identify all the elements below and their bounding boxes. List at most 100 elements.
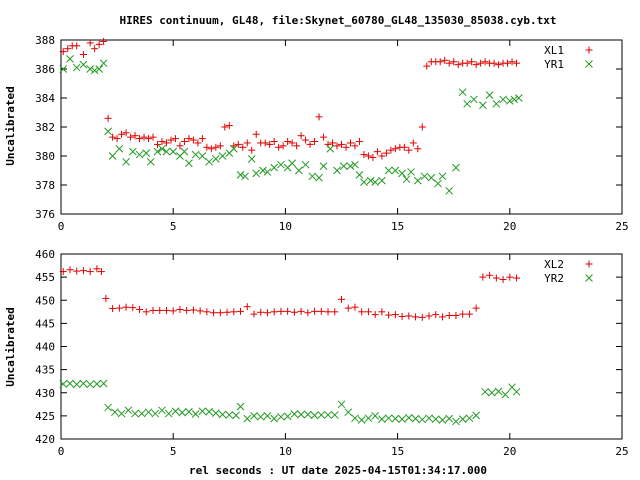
data-point-yr2	[317, 411, 326, 419]
data-point-xl1	[248, 146, 256, 154]
data-point-xl1	[234, 140, 242, 148]
data-point-xl1	[158, 138, 166, 145]
series-xl2	[59, 265, 521, 321]
data-point-xl2	[398, 312, 406, 320]
data-point-yr1	[492, 99, 501, 108]
data-point-xl2	[203, 308, 211, 316]
y-tick-label: 420	[35, 433, 55, 446]
data-point-yr2	[256, 412, 265, 421]
data-point-yr2	[344, 408, 353, 417]
data-point-xl2	[86, 268, 94, 276]
data-point-xl1	[504, 59, 512, 67]
data-point-xl1	[364, 152, 372, 160]
data-point-yr2	[458, 415, 467, 423]
data-point-yr1	[308, 172, 317, 181]
data-point-xl1	[73, 42, 81, 50]
data-point-xl2	[351, 303, 359, 311]
data-point-xl2	[243, 303, 251, 311]
data-point-xl2	[304, 309, 312, 317]
data-point-yr2	[99, 379, 108, 388]
y-tick-label: 384	[35, 92, 55, 105]
data-point-yr2	[337, 400, 346, 409]
data-point-yr2	[357, 416, 366, 424]
data-point-xl2	[210, 309, 218, 317]
data-point-yr1	[270, 163, 279, 172]
data-point-yr2	[425, 414, 433, 423]
data-point-yr2	[445, 414, 454, 423]
data-point-xl1	[382, 149, 390, 157]
data-point-yr1	[355, 170, 364, 179]
data-point-yr1	[427, 173, 436, 182]
data-point-xl2	[459, 310, 467, 318]
data-point-xl1	[508, 58, 516, 66]
x-tick-label: 15	[391, 220, 404, 233]
y-tick-label: 378	[35, 179, 55, 192]
data-point-yr1	[191, 150, 200, 159]
data-point-yr2	[72, 380, 81, 389]
data-point-xl2	[93, 265, 101, 273]
data-point-yr2	[263, 412, 272, 420]
data-point-yr2	[310, 411, 319, 420]
data-point-xl2	[142, 308, 150, 316]
data-point-xl1	[513, 59, 521, 67]
data-point-xl1	[342, 143, 350, 151]
data-point-xl1	[463, 59, 471, 67]
data-point-xl1	[221, 123, 229, 131]
data-point-yr2	[218, 410, 227, 419]
data-point-xl2	[115, 304, 123, 312]
data-point-yr2	[398, 415, 406, 423]
data-point-xl2	[102, 294, 110, 302]
data-point-yr2	[131, 409, 139, 418]
data-point-xl1	[113, 135, 121, 143]
data-point-yr1	[333, 166, 341, 175]
data-point-yr1	[104, 127, 112, 136]
data-point-yr1	[288, 159, 296, 168]
data-point-yr1	[99, 59, 108, 68]
data-point-xl2	[311, 307, 319, 315]
data-point-xl2	[290, 308, 298, 316]
data-point-yr2	[452, 417, 460, 426]
legend-label-yr2: YR2	[544, 272, 564, 285]
data-point-xl2	[230, 308, 238, 316]
data-point-xl2	[79, 267, 87, 275]
data-point-yr2	[211, 409, 220, 417]
data-point-yr1	[346, 162, 355, 171]
data-point-xl2	[513, 274, 521, 282]
data-point-yr1	[485, 91, 494, 99]
series-xl1	[59, 37, 521, 161]
data-point-yr2	[198, 407, 207, 416]
data-point-xl1	[79, 51, 87, 58]
data-point-xl1	[329, 139, 337, 147]
data-point-yr2	[158, 406, 166, 415]
data-point-xl1	[136, 135, 144, 143]
data-point-yr1	[360, 178, 368, 186]
data-point-yr1	[463, 99, 472, 108]
data-point-yr1	[180, 147, 189, 156]
data-point-xl1	[104, 114, 112, 122]
data-point-yr1	[122, 157, 130, 166]
data-point-yr2	[277, 412, 285, 421]
data-point-yr1	[326, 144, 335, 153]
data-point-xl2	[257, 308, 265, 316]
data-point-yr2	[465, 414, 474, 423]
data-point-yr1	[229, 144, 238, 153]
data-point-yr1	[59, 65, 68, 73]
data-point-xl2	[412, 313, 420, 321]
data-point-yr1	[402, 175, 411, 184]
y-tick-label: 386	[35, 63, 55, 76]
data-point-xl2	[324, 308, 332, 316]
data-point-xl1	[472, 61, 480, 69]
x-tick-label: 0	[58, 220, 65, 233]
data-point-yr2	[225, 411, 234, 419]
data-point-xl1	[302, 136, 310, 144]
data-point-yr2	[391, 414, 400, 423]
data-point-xl1	[100, 37, 108, 45]
data-point-yr1	[277, 160, 285, 169]
data-point-xl1	[225, 122, 233, 130]
data-point-yr1	[391, 166, 400, 175]
y-tick-label: 450	[35, 294, 55, 307]
data-point-yr2	[351, 414, 359, 423]
data-point-xl2	[432, 311, 440, 319]
data-point-yr1	[115, 144, 124, 153]
top-ylabel: Uncalibrated	[4, 86, 17, 165]
